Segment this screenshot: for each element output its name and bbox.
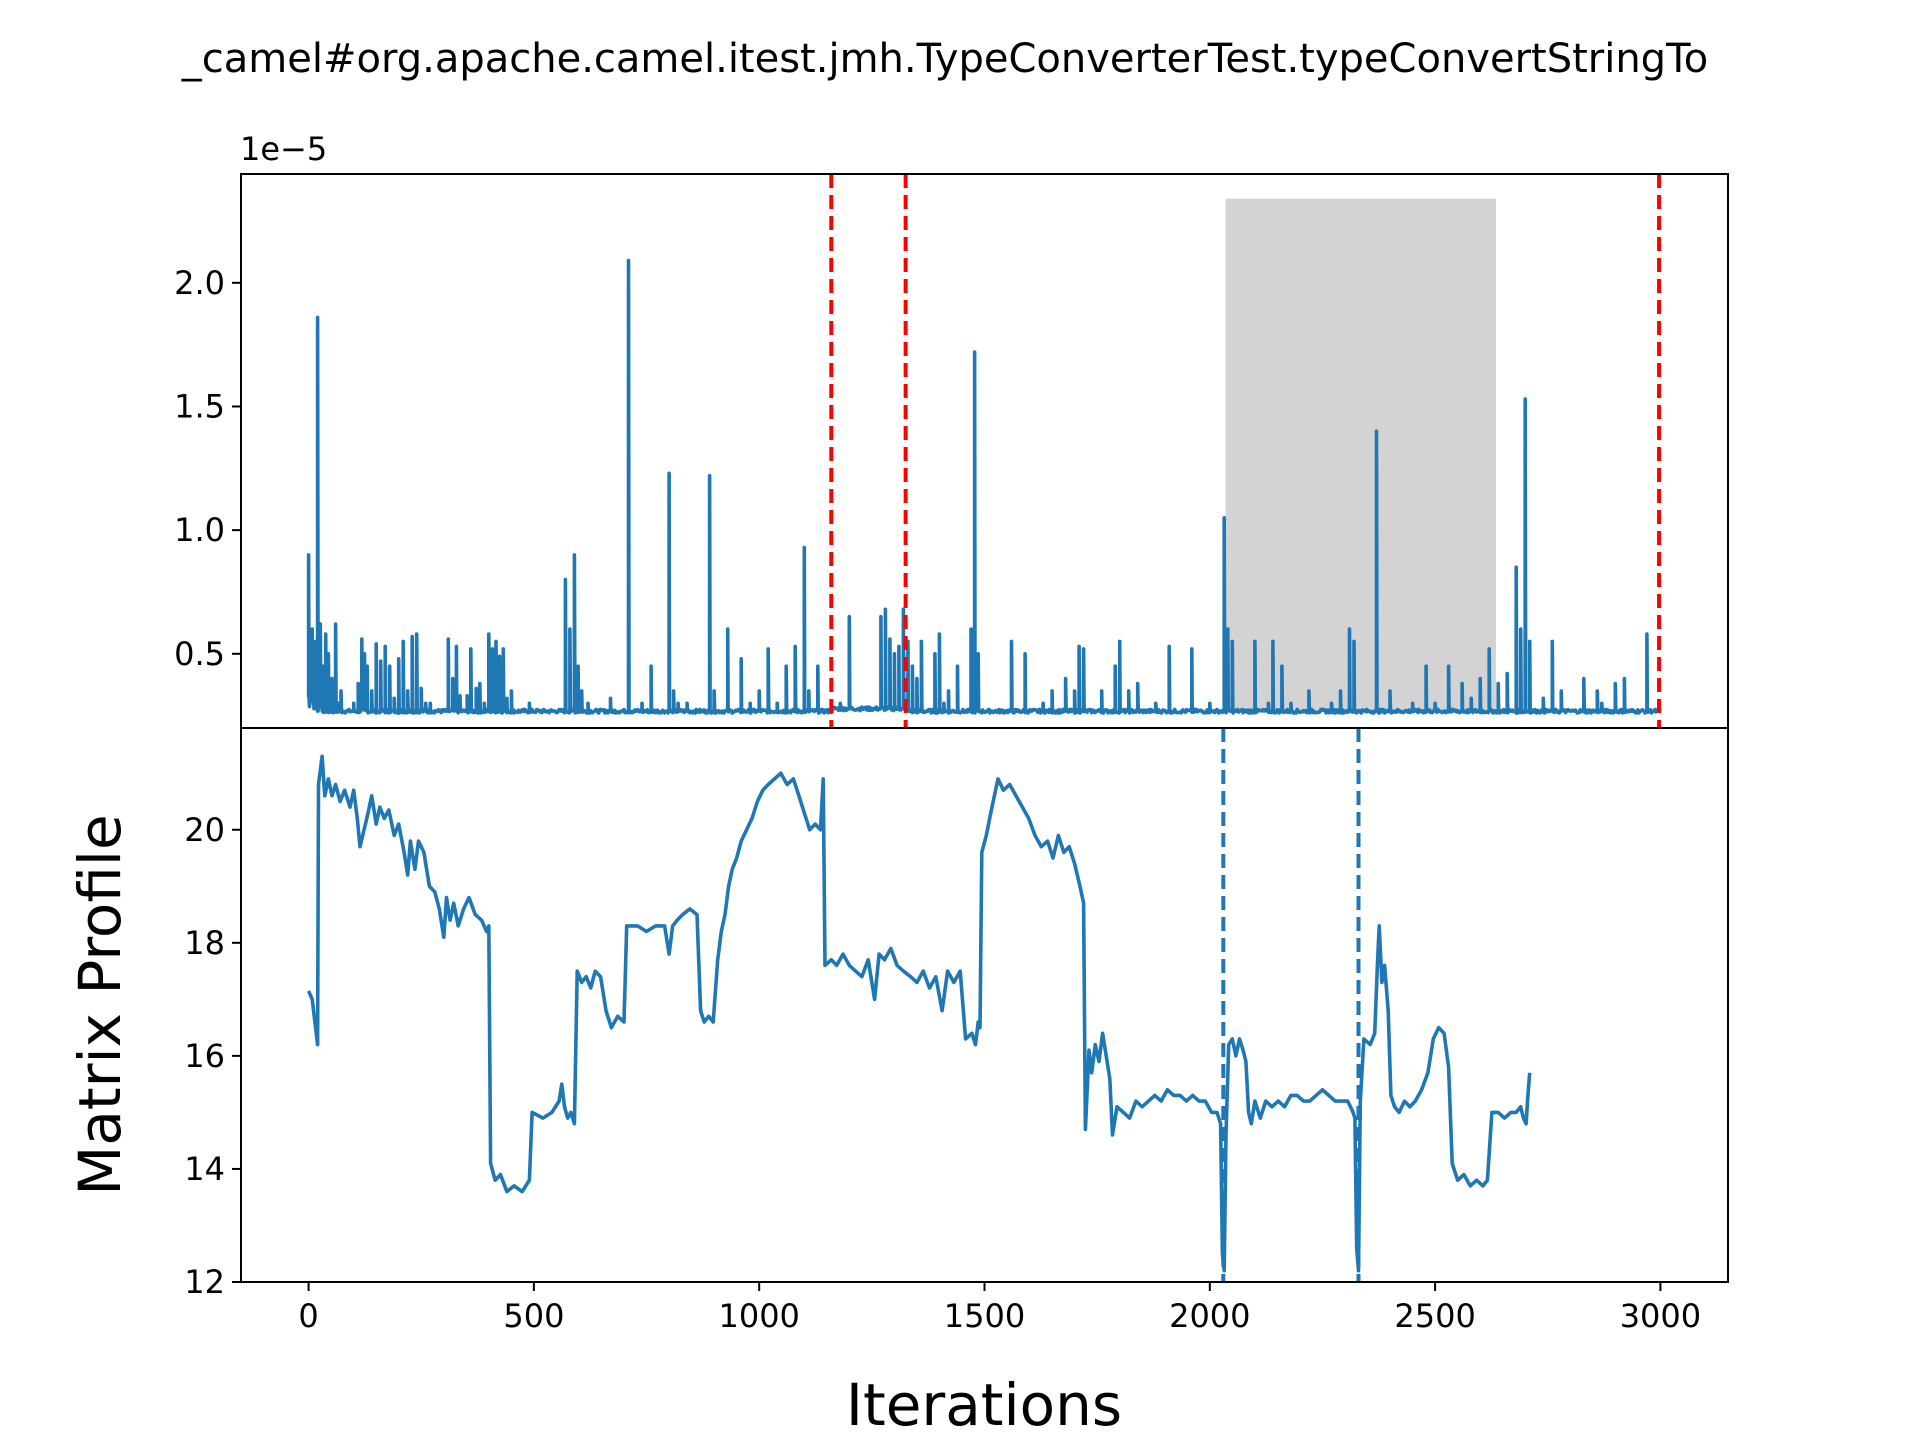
top-y-ticks: 0.5 1.0 1.5 2.0 — [174, 264, 241, 673]
x-tick-label: 500 — [503, 1297, 564, 1335]
top-series-line — [306, 258, 1662, 715]
motif-shaded-region — [1225, 198, 1496, 712]
motif-lines — [1221, 728, 1361, 1282]
bottom-y-tick-label: 16 — [184, 1037, 225, 1075]
top-y-tick-label: 0.5 — [174, 635, 225, 673]
bottom-y-tick-label: 20 — [184, 811, 225, 849]
chart-title: _camel#org.apache.camel.itest.jmh.TypeCo… — [181, 36, 1708, 82]
x-tick-label: 1000 — [718, 1297, 799, 1335]
top-y-tick-label: 1.0 — [174, 511, 225, 549]
top-panel: 1e−5 0.5 1.0 1.5 2.0 — [174, 130, 1729, 729]
y-axis-title: Matrix Profile — [66, 814, 134, 1195]
x-tick-label: 1500 — [944, 1297, 1025, 1335]
bottom-axes-frame — [240, 727, 1729, 1283]
x-tick-label: 3000 — [1620, 1297, 1701, 1335]
top-offset-label: 1e−5 — [240, 130, 327, 168]
bottom-series-line — [306, 754, 1532, 1273]
top-y-tick-label: 2.0 — [174, 264, 225, 302]
x-tick-label: 2500 — [1394, 1297, 1475, 1335]
bottom-panel: 12 14 16 18 20 0 500 1000 1500 2000 2500 3000 — [184, 727, 1729, 1335]
change-points — [829, 174, 1662, 728]
bottom-y-tick-label: 14 — [184, 1150, 225, 1188]
top-axes-frame — [240, 173, 1729, 729]
top-y-tick-label: 1.5 — [174, 387, 225, 425]
x-axis-title: Iterations — [846, 1371, 1122, 1439]
x-tick-label: 2000 — [1169, 1297, 1250, 1335]
bottom-y-ticks: 12 14 16 18 20 — [184, 811, 241, 1301]
bottom-y-tick-label: 18 — [184, 924, 225, 962]
bottom-y-tick-label: 12 — [184, 1263, 225, 1301]
bottom-x-ticks: 0 500 1000 1500 2000 2500 3000 — [298, 1282, 1701, 1335]
x-tick-label: 0 — [298, 1297, 318, 1335]
